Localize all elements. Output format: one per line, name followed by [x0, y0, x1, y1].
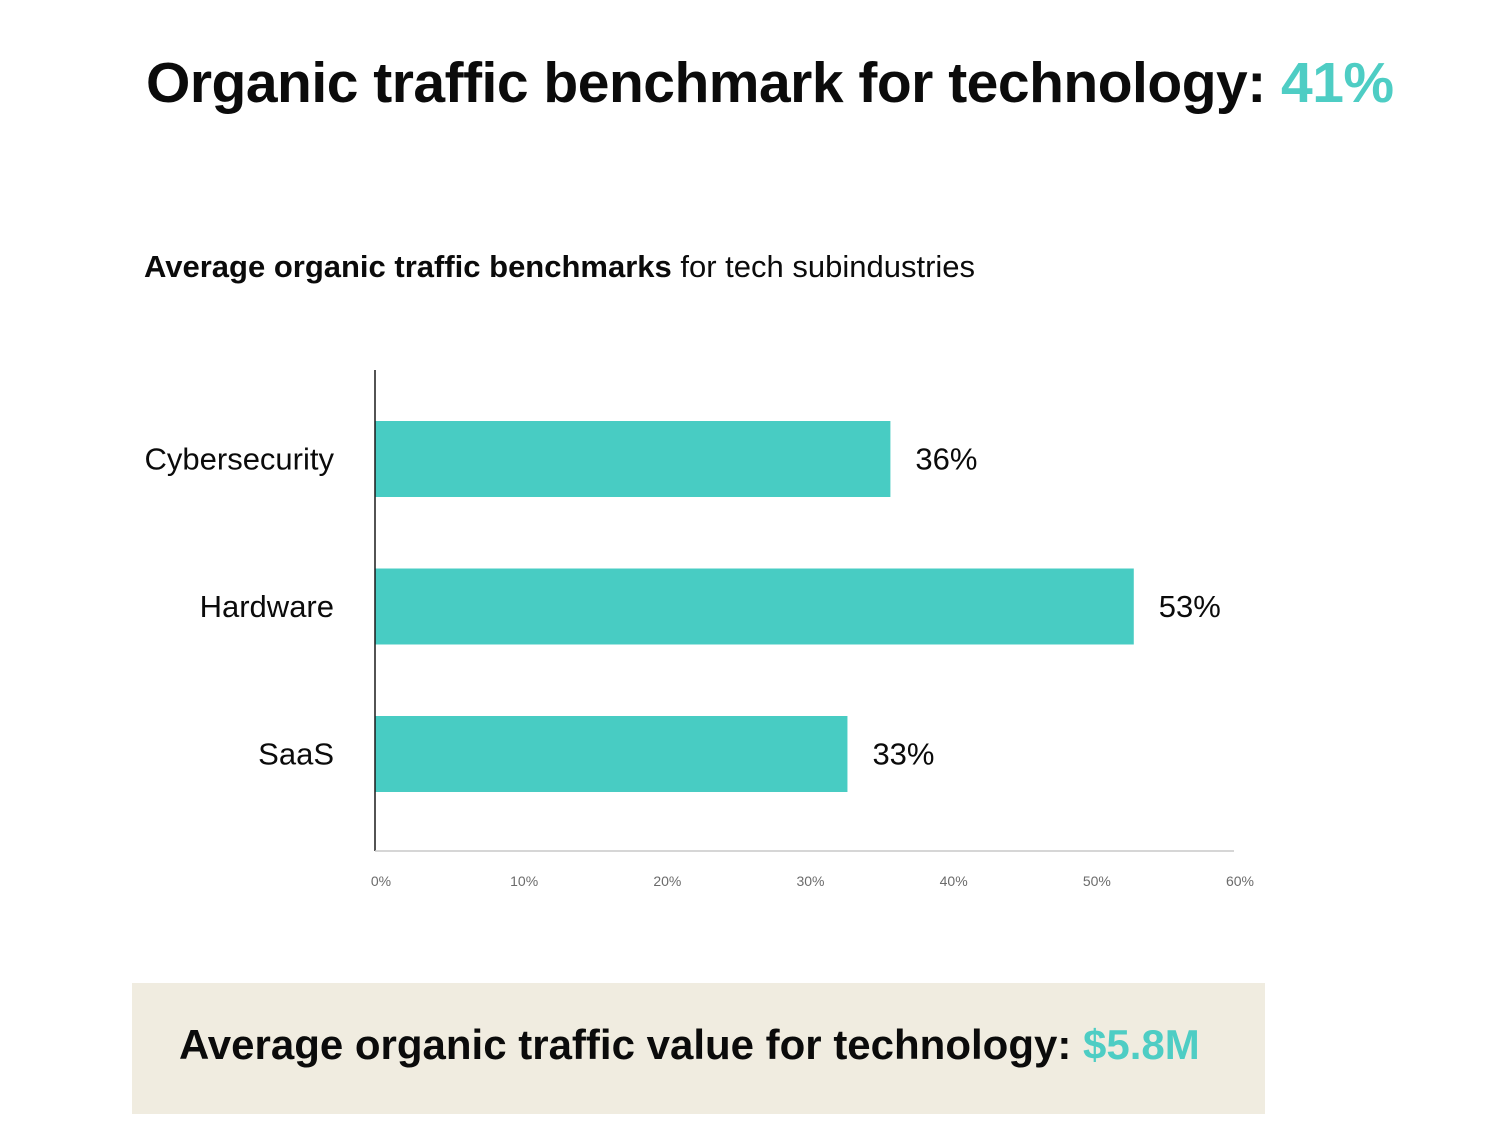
category-label: SaaS [258, 737, 334, 772]
chart-subtitle-bold: Average organic traffic benchmarks [144, 249, 672, 284]
x-tick-label: 10% [510, 873, 538, 889]
chart-subtitle-regular: for tech subindustries [671, 249, 976, 284]
x-tick-label: 20% [653, 873, 681, 889]
data-label: 33% [872, 737, 934, 772]
data-label: 53% [1159, 589, 1221, 624]
x-tick-label: 0% [371, 873, 391, 889]
traffic-value-amount: $5.8M [1082, 1021, 1200, 1068]
traffic-value-text: Average organic traffic value for techno… [179, 1021, 1200, 1069]
page-title-text: Organic traffic benchmark for technology… [146, 51, 1282, 115]
category-label: Cybersecurity [145, 442, 335, 477]
bar-chart: Cybersecurity 36% Hardware 53% SaaS 33% 0% 10% 2… [145, 370, 1254, 889]
bar-cybersecurity [375, 421, 891, 497]
x-tick-label: 40% [940, 873, 968, 889]
bar-saas [375, 716, 848, 792]
category-label: Hardware [200, 589, 334, 624]
chart-subtitle: Average organic traffic benchmarks for t… [144, 249, 975, 285]
traffic-value-box: Average organic traffic value for techno… [132, 983, 1265, 1114]
data-label: 36% [915, 442, 977, 477]
benchmark-value: 41% [1281, 51, 1394, 115]
x-tick-label: 50% [1083, 873, 1111, 889]
x-tick-label: 30% [796, 873, 824, 889]
bar-hardware [375, 568, 1134, 645]
traffic-value-label: Average organic traffic value for techno… [179, 1021, 1083, 1068]
page-title: Organic traffic benchmark for technology… [146, 50, 1394, 116]
x-tick-label: 60% [1226, 873, 1254, 889]
